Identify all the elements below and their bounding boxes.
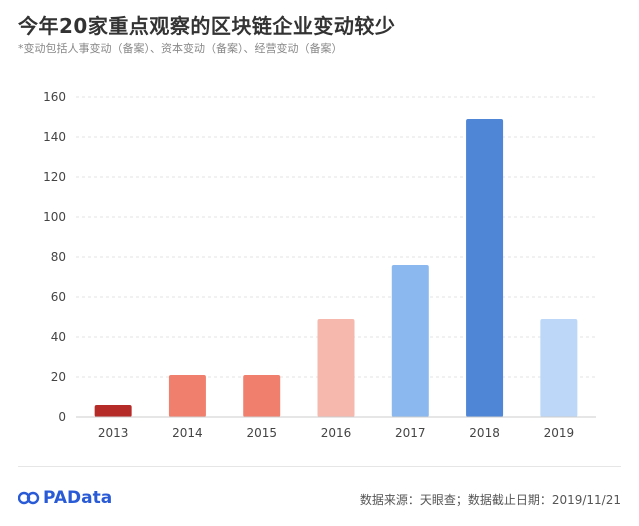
y-tick-label: 60	[51, 290, 66, 304]
padata-logo-icon	[18, 491, 40, 505]
bar-2019	[540, 319, 578, 417]
footer-divider	[18, 466, 621, 467]
bar-2018	[466, 119, 504, 417]
brand-logo: PAData	[18, 488, 112, 508]
bar-2013	[94, 405, 132, 417]
bar-2017	[391, 265, 429, 417]
x-tick-label: 2016	[321, 426, 352, 440]
x-tick-label: 2013	[98, 426, 129, 440]
y-tick-label: 100	[43, 210, 66, 224]
y-tick-label: 140	[43, 130, 66, 144]
y-tick-label: 40	[51, 330, 66, 344]
y-tick-label: 120	[43, 170, 66, 184]
brand-name: PAData	[43, 488, 113, 508]
bars	[94, 119, 578, 417]
chart-subtitle: *变动包括人事变动（备案）、资本变动（备案）、经营变动（备案）	[18, 42, 343, 55]
y-axis-ticks: 0 20 40 60 80 100 120 140 160	[43, 90, 66, 424]
x-tick-label: 2014	[172, 426, 203, 440]
data-source-note: 数据来源：天眼查；数据截止日期：2019/11/21	[359, 493, 621, 507]
x-tick-label: 2015	[246, 426, 277, 440]
y-tick-label: 160	[43, 90, 66, 104]
x-tick-label: 2017	[395, 426, 426, 440]
bar-2015	[243, 375, 281, 417]
x-tick-label: 2018	[469, 426, 500, 440]
bar-2016	[317, 319, 355, 417]
y-tick-label: 20	[51, 370, 66, 384]
x-tick-label: 2019	[544, 426, 575, 440]
y-tick-label: 80	[51, 250, 66, 264]
x-axis-ticks: 2013 2014 2015 2016 2017 2018 2019	[98, 426, 574, 440]
chart-title: 今年20家重点观察的区块链企业变动较少	[18, 14, 396, 38]
y-tick-label: 0	[58, 410, 66, 424]
bar-2014	[168, 375, 206, 417]
